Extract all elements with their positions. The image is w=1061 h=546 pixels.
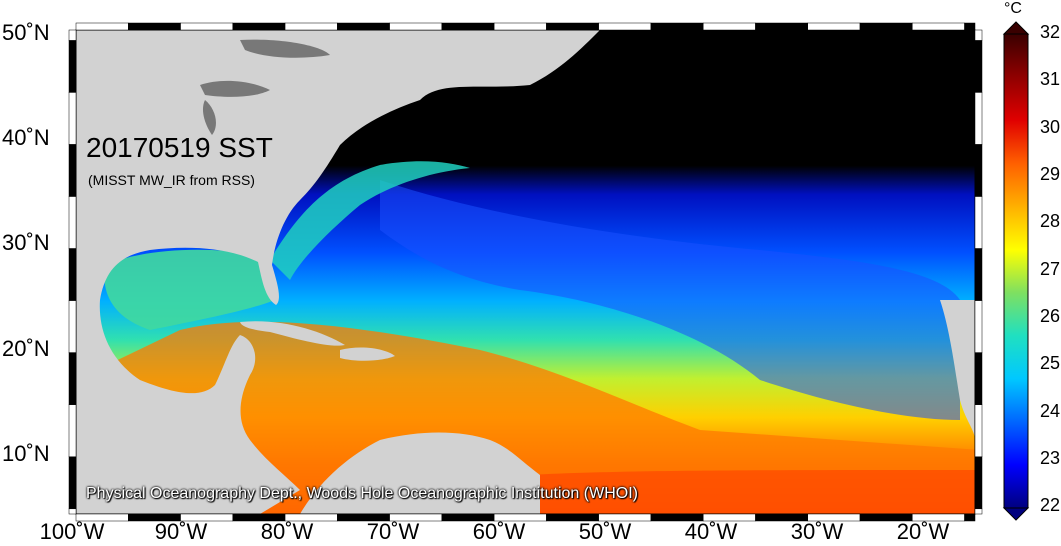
frame-tick-left [68,352,77,405]
lat-label-10: 10˚N [2,441,50,466]
colorbar-tick-31: 31 [1040,69,1061,89]
colorbar-scale [1003,33,1029,509]
colorbar-tick-28: 28 [1040,211,1061,231]
south-america-land [300,432,540,514]
gulf-stream [270,161,470,280]
lat-label-50: 50˚N [2,20,50,45]
frame-tick-bottom [964,513,976,522]
frame-tick-left [68,144,77,197]
lon-label-70w: 70˚W [366,519,420,544]
frame-tick-left [68,508,77,515]
map-subtitle: (MISST MW_IR from RSS) [88,172,255,188]
frame-tick-right [974,456,983,510]
map-title: 20170519 SST [86,132,273,163]
frame-tick-right [974,508,983,515]
frame-tick-left [68,456,77,510]
colorbar-unit-label: °C [1004,0,1022,17]
lon-label-30w: 30˚W [790,519,844,544]
lon-label-50w: 50˚W [578,519,632,544]
colorbar [1002,21,1030,521]
colorbar-max-arrow [1002,21,1030,35]
frame-tick-top [441,22,495,31]
cool-water-band [380,180,960,420]
lon-label-40w: 40˚W [684,519,738,544]
gulf-of-mexico [104,249,275,330]
frame-tick-right [974,352,983,405]
africa-land [940,300,975,440]
hispaniola-land [340,347,395,361]
frame-tick-left [68,196,77,249]
sst-field [76,30,975,514]
lon-label-60w: 60˚W [472,519,526,544]
frame-tick-top [128,22,181,31]
colorbar-tick-23: 23 [1040,448,1061,468]
lon-label-20w: 20˚W [896,519,950,544]
north-america-land [76,30,600,514]
colorbar-tick-29: 29 [1040,164,1061,184]
colorbar-tick-27: 27 [1040,259,1061,279]
frame-tick-top [964,22,976,31]
frame-tick-right [974,248,983,301]
frame-tick-top [546,22,599,31]
frame-tick-top [650,22,704,31]
lon-label-80w: 80˚W [260,519,314,544]
frame-tick-right [974,404,983,458]
frame-tick-right [974,196,983,249]
tropical-atlantic [460,470,975,514]
frame-tick-top [702,22,756,31]
frame-tick-left [68,300,77,353]
frame-tick-right [974,40,983,93]
frame-tick-right [974,144,983,197]
hudson-lakes [240,39,330,58]
frame-tick-left [68,248,77,301]
frame-tick-top [598,22,652,31]
lon-label-100w: 100˚W [39,519,105,544]
frame-tick-left [68,40,77,93]
frame-tick-left [68,404,77,458]
map-credit: Physical Oceanography Dept., Woods Hole … [86,485,638,502]
frame-tick-top [180,22,234,31]
frame-tick-top [284,22,338,31]
colorbar-tick-32: 32 [1040,22,1061,42]
colorbar-tick-24: 24 [1040,401,1061,421]
colorbar-tick-30: 30 [1040,117,1061,137]
frame-tick-top [232,22,286,31]
cuba-land [240,321,345,346]
frame-tick-top [755,22,808,31]
frame-tick-top [859,22,913,31]
great-lakes [200,80,270,97]
frame-tick-right [974,300,983,353]
frame-tick-left [68,29,77,41]
lake-michigan [202,100,216,135]
colorbar-tick-25: 25 [1040,353,1061,373]
colorbar-tick-22: 22 [1040,495,1061,515]
lon-label-90w: 90˚W [154,519,208,544]
frame-tick-left [68,92,77,145]
frame-tick-right [974,92,983,145]
frame-tick-right [974,29,983,41]
frame-tick-top [807,22,861,31]
lat-label-20: 20˚N [2,336,50,361]
frame-tick-top [912,22,965,31]
frame-tick-top [337,22,390,31]
frame-tick-top [389,22,443,31]
colorbar-tick-26: 26 [1040,306,1061,326]
caribbean-warm-pool [76,321,975,514]
lat-label-40: 40˚N [2,125,50,150]
frame-tick-top [75,22,129,31]
map-frame-ticks [68,22,983,522]
frame-tick-top [493,22,547,31]
lat-label-30: 30˚N [2,230,50,255]
colorbar-min-arrow [1002,507,1030,521]
